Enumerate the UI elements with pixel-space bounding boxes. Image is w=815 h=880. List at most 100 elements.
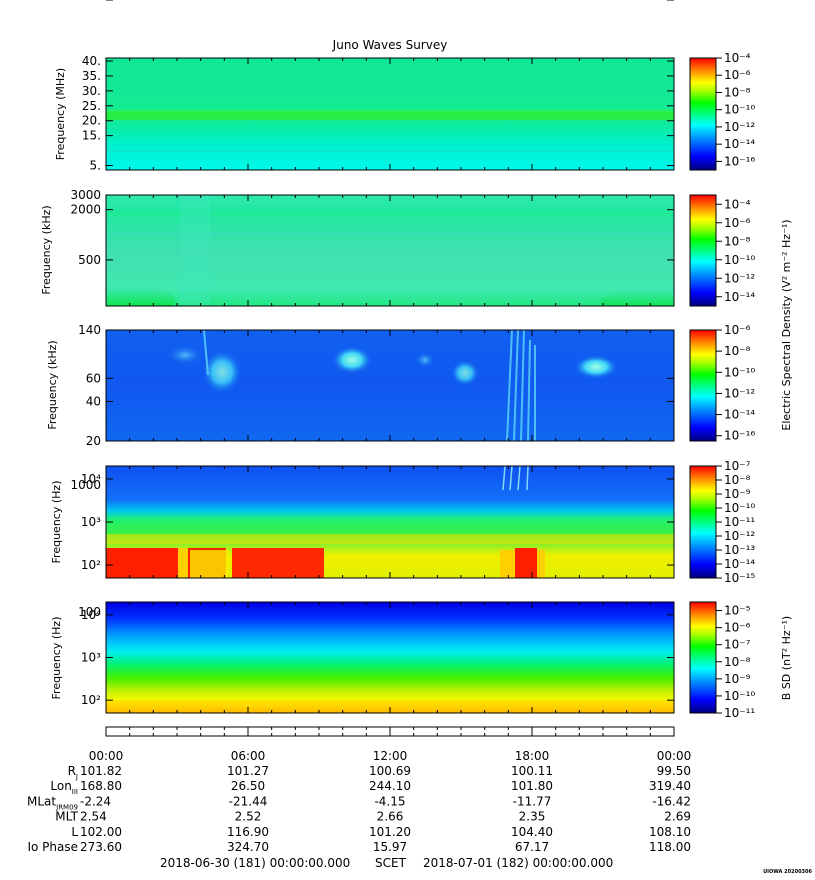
- ytick-label: 10²: [81, 693, 101, 707]
- colorbar-tick-label: 10⁻¹²: [724, 529, 755, 543]
- ytick-label: 100: [78, 605, 101, 619]
- colorbar-tick-label: 10⁻⁹: [724, 672, 751, 686]
- ephemeris-row-label: MLT: [55, 810, 78, 824]
- ephemeris-value: 99.50: [657, 764, 691, 778]
- colorbar-tick-label: 10⁻⁶: [724, 621, 751, 635]
- colorbar-tick-label: 10⁻⁴: [724, 51, 751, 65]
- colorbar-tick-label: 10⁻¹⁵: [724, 571, 755, 585]
- ephemeris-value: 244.10: [369, 779, 411, 793]
- ytick-label: 35.: [82, 69, 101, 83]
- ephemeris-value: 101.80: [511, 779, 553, 793]
- colorbar-tick-label: 10⁻⁸: [724, 473, 751, 487]
- ytick-label: 5.: [90, 159, 101, 173]
- ephemeris-value: -2.24: [80, 794, 111, 808]
- yaxis-lfr-low-e: 10² 10³ 10⁴: [81, 472, 674, 572]
- ephemeris-value: 116.90: [227, 825, 269, 839]
- ephemeris-row-label: LonIII: [50, 779, 78, 796]
- colorbar-lfr-low-b: [689, 601, 717, 714]
- ephemeris-row-label: L: [71, 825, 78, 839]
- ephemeris-value: 100.69: [369, 764, 411, 778]
- colorbar-tick-label: 10⁻⁸: [724, 234, 751, 248]
- ylabel-lfr-high: Frequency (kHz): [46, 340, 59, 429]
- spectrogram-lfr-low-b: [106, 602, 674, 713]
- colorbar-tick-label: 10⁻¹⁴: [724, 290, 755, 304]
- ephemeris-value: 324.70: [227, 840, 269, 854]
- ytick-label: 40: [86, 394, 101, 408]
- xticks-lfr-low-e: [105, 466, 675, 578]
- colorbar-title-magnetic: B SD (nT² Hz⁻¹): [780, 616, 793, 700]
- yaxis-lfr-low-b: 10² 10³ 10⁴: [81, 608, 674, 707]
- time-tick-labels: 00:00 06:00 12:00 18:00 00:00: [89, 749, 692, 763]
- time-axis: 00:00 06:00 12:00 18:00 00:00: [89, 726, 692, 763]
- ephemeris-value: 2.52: [235, 810, 262, 824]
- time-tick-label: 06:00: [231, 749, 266, 763]
- xticks-time-axis: [105, 727, 675, 736]
- ephemeris-value: 104.40: [511, 825, 553, 839]
- ylabel-lfr-low-e: Frequency (Hz): [50, 481, 63, 564]
- ephemeris-value: 2.54: [80, 810, 107, 824]
- ephemeris-value: 100.11: [511, 764, 553, 778]
- ytick-label: 25.: [82, 99, 101, 113]
- ephemeris-row-label: MLatJRM09: [27, 794, 78, 811]
- ytick-label: 20: [86, 434, 101, 448]
- ephemeris-value: -11.77: [513, 794, 552, 808]
- xticks-lfr-high: [105, 330, 675, 441]
- ytick-label: 10⁴: [81, 608, 101, 622]
- ytick-label: 10⁴: [81, 472, 101, 486]
- panel-hfr-high: 5.10.15.20.25.30.35.40. Frequency (MHz) …: [54, 0, 755, 173]
- ylabel-lfr-low-b: Frequency (Hz): [50, 617, 63, 700]
- time-tick-label: 00:00: [657, 749, 692, 763]
- colorbar-tick-label: 10⁻¹⁰: [724, 689, 755, 703]
- colorbar-lfr-low-e: [689, 465, 717, 579]
- yaxis-hfr-high: 5. 10. 15.20.25.30.35.40.: [82, 0, 674, 173]
- colorbar-tick-label: 10⁻¹⁰: [724, 365, 755, 379]
- ephemeris-value: 101.20: [369, 825, 411, 839]
- xticks-hfr-low: [105, 195, 675, 306]
- colorbar-tick-label: 10⁻¹⁰: [724, 103, 755, 117]
- colorbar-ticks-hfr-high: 10⁻¹⁶ 10⁻¹⁴ 10⁻¹² 10⁻¹⁰ 10⁻⁸ 10⁻⁶ 10⁻⁴: [716, 51, 755, 168]
- colorbar-ticks-hfr-low: 10⁻¹⁴ 10⁻¹² 10⁻¹⁰ 10⁻⁸ 10⁻⁶ 10⁻⁴: [716, 197, 755, 304]
- ephemeris-value: 319.40: [649, 779, 691, 793]
- ephemeris-value: 2.66: [377, 810, 404, 824]
- ephemeris-row-label: Io Phase: [27, 840, 78, 854]
- colorbar-tick-label: 10⁻⁴: [724, 197, 751, 211]
- ytick-label: 10.: [82, 0, 101, 3]
- colorbar-tick-label: 10⁻⁷: [724, 459, 751, 473]
- colorbar-title-electric: Electric Spectral Density (V² m⁻² Hz⁻¹): [780, 219, 793, 430]
- colorbar-tick-label: 10⁻¹⁶: [724, 154, 755, 168]
- ytick-label: 2000: [70, 203, 101, 217]
- ytick-label: 10³: [81, 515, 101, 529]
- colorbar-tick-label: 10⁻¹⁴: [724, 137, 755, 151]
- ephemeris-value: 108.10: [649, 825, 691, 839]
- yaxis-lfr-high: 20 40 60 100 140: [78, 323, 674, 619]
- ytick-label: 40.: [82, 54, 101, 68]
- ephemeris-value: 118.00: [649, 840, 691, 854]
- ephemeris-value: 15.97: [373, 840, 407, 854]
- colorbar-tick-label: 10⁻⁶: [724, 68, 751, 82]
- ytick-label: 10³: [81, 651, 101, 665]
- colorbar-tick-label: 10⁻⁸: [724, 655, 751, 669]
- colorbar-tick-label: 10⁻⁷: [724, 638, 751, 652]
- colorbar-tick-label: 10⁻¹⁰: [724, 501, 755, 515]
- ytick-label: 10²: [81, 558, 101, 572]
- ephemeris-value: 101.27: [227, 764, 269, 778]
- colorbar-tick-label: 10⁻¹²: [724, 271, 755, 285]
- figure-title: Juno Waves Survey: [332, 38, 448, 52]
- ephemeris-value: 168.80: [80, 779, 122, 793]
- ytick-label: 500: [78, 253, 101, 267]
- ephemeris-value: 26.50: [231, 779, 265, 793]
- ytick-label: 15.: [82, 129, 101, 143]
- colorbar-tick-label: 10⁻⁵: [724, 604, 751, 618]
- ephemeris-value: 101.82: [80, 764, 122, 778]
- watermark: UIOWA 20200306: [763, 869, 812, 875]
- ytick-label: 30.: [82, 84, 101, 98]
- ephemeris-value: -16.42: [652, 794, 691, 808]
- ephemeris-value: 2.69: [664, 810, 691, 824]
- colorbar-tick-label: 10⁻¹⁴: [724, 408, 755, 422]
- colorbar-ticks-lfr-low-e: 10⁻¹⁵10⁻¹⁴10⁻¹³10⁻¹²10⁻¹¹10⁻¹⁰10⁻⁹10⁻⁸10…: [716, 459, 755, 585]
- colorbar-tick-label: 10⁻⁶: [724, 216, 751, 230]
- colorbar-tick-label: 10⁻¹⁰: [724, 253, 755, 267]
